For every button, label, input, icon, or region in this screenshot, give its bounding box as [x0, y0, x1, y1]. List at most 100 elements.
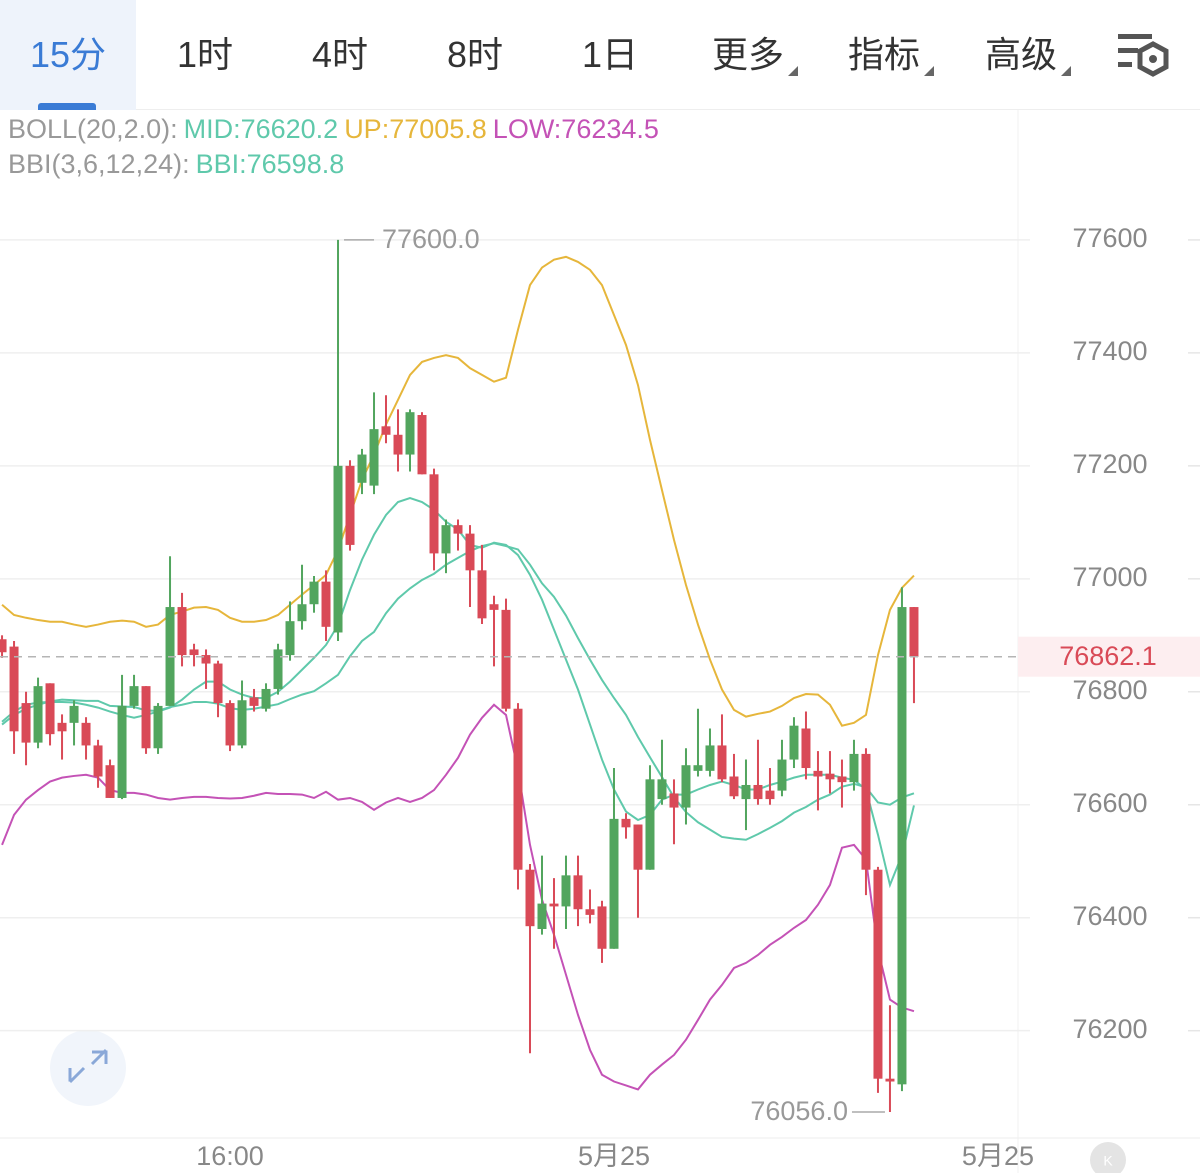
candle-body: [465, 533, 475, 571]
candle-body: [285, 621, 295, 656]
candle-body: [45, 683, 55, 735]
candle-body: [657, 779, 667, 800]
dropdown-triangle: [924, 66, 935, 76]
x-tick-label: 16:00: [196, 1141, 264, 1171]
y-tick-label: 77200: [1072, 449, 1147, 479]
candle-body: [861, 753, 871, 870]
indicator-line: [1, 255, 915, 727]
indicator-legend: BOLL(20,2.0): MID:76620.2 UP:77005.8 LOW:76…: [8, 114, 659, 144]
candle-body: [849, 753, 859, 783]
tab[interactable]: 1日: [581, 34, 639, 75]
indicator-legend: BBI(3,6,12,24): BBI:76598.8: [8, 149, 344, 179]
y-tick-label: 77000: [1072, 562, 1147, 592]
k-icon: K: [1103, 1153, 1113, 1169]
candle-body: [777, 759, 787, 791]
x-tick-label: 5月25: [578, 1141, 650, 1171]
candle-body: [57, 722, 67, 732]
y-tick-label: 76200: [1072, 1014, 1147, 1044]
candle-body: [429, 474, 439, 554]
candle-body: [9, 646, 19, 732]
candle-body: [561, 875, 571, 907]
candle-body: [645, 779, 655, 870]
indicator-value: MID:76620.2: [184, 114, 339, 144]
candle-body: [909, 607, 919, 657]
icon-part: [1118, 62, 1132, 67]
x-tick-label: 5月25: [962, 1141, 1034, 1171]
candle-body: [321, 581, 331, 627]
tab[interactable]: 4时: [311, 34, 369, 75]
candle-body: [21, 703, 31, 743]
candle-body: [789, 725, 799, 760]
candle-body: [597, 906, 607, 949]
y-tick-label: 76600: [1072, 788, 1147, 818]
tab-label: 指标: [847, 34, 921, 75]
icon-part: [1149, 55, 1157, 63]
timeframe-tabs: 15分 1时 4时 8时 1日 更多 指标 高级: [0, 0, 1200, 110]
indicator-name: BBI(3,6,12,24):: [8, 149, 190, 179]
indicator-value: LOW:76234.5: [493, 114, 659, 144]
tab[interactable]: 8时: [446, 34, 504, 75]
candle-body: [345, 465, 355, 545]
tab-label: 更多: [711, 34, 785, 75]
tab[interactable]: 1时: [176, 34, 234, 75]
candle-body: [153, 705, 163, 749]
icon-part: [1118, 48, 1138, 53]
candle-body: [753, 784, 763, 800]
active-indicator: [38, 103, 96, 110]
candle-body: [105, 765, 115, 798]
settings-icon[interactable]: [1116, 32, 1172, 78]
candle-body: [225, 703, 235, 746]
dropdown-triangle: [1061, 66, 1072, 76]
indicator-line: [1, 703, 915, 1091]
candle-body: [489, 604, 499, 610]
icon-part: [1137, 41, 1169, 77]
indicator-value: UP:77005.8: [344, 114, 487, 144]
tab[interactable]: 15分: [0, 0, 136, 110]
candle-body: [441, 525, 451, 554]
candle-body: [813, 770, 823, 777]
candle-body: [0, 639, 7, 653]
candle-body: [393, 434, 403, 455]
candle-body: [669, 793, 679, 808]
candle-body: [885, 1078, 895, 1082]
candle-body: [609, 818, 619, 949]
candle-body: [141, 686, 151, 749]
candle-body: [621, 818, 631, 828]
candle-body: [381, 426, 391, 435]
candle-body: [549, 903, 559, 907]
candle-body: [765, 790, 775, 800]
last-price-label: 76862.1: [1059, 641, 1157, 671]
y-tick-label: 77400: [1072, 336, 1147, 366]
expand-button[interactable]: [50, 1030, 126, 1106]
tab[interactable]: 指标: [847, 0, 935, 110]
candle-body: [297, 604, 307, 622]
candle-body: [117, 705, 127, 798]
candle-body: [177, 607, 187, 656]
candle-body: [333, 465, 343, 633]
tab[interactable]: 高级: [985, 0, 1072, 110]
candle-body: [201, 655, 211, 664]
candle-body: [237, 700, 247, 746]
candle-body: [249, 697, 259, 706]
expand-icon: [68, 1048, 108, 1084]
y-tick-label: 76800: [1072, 675, 1147, 705]
candle-body: [525, 869, 535, 927]
candle-body: [93, 745, 103, 777]
candle-body: [357, 454, 367, 483]
candle-body: [417, 415, 427, 475]
k-button[interactable]: [1090, 1142, 1126, 1173]
candle-body: [309, 581, 319, 605]
candle-body: [369, 429, 379, 486]
candle-body: [693, 765, 703, 771]
tab[interactable]: 更多: [711, 0, 799, 110]
candle-body: [537, 903, 547, 930]
candle-body: [81, 722, 91, 746]
candle-body: [405, 412, 415, 455]
candle-body: [573, 875, 583, 910]
y-tick-label: 77600: [1072, 223, 1147, 253]
candle-body: [741, 784, 751, 800]
candle-body: [453, 525, 463, 534]
candle-body: [189, 649, 199, 656]
candle-body: [69, 705, 79, 723]
